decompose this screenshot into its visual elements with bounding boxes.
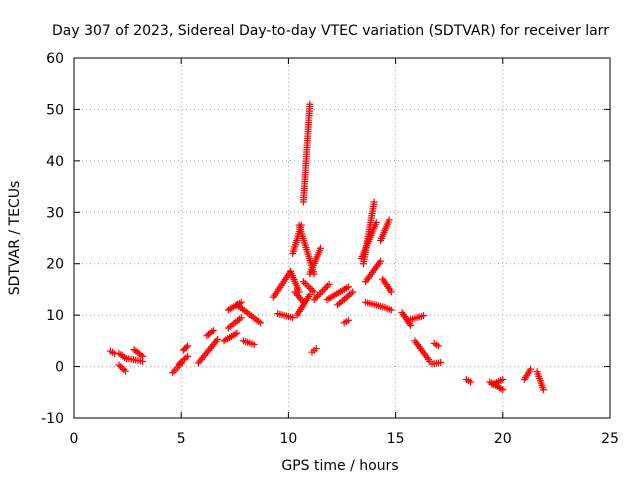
data-point bbox=[178, 357, 186, 365]
data-point bbox=[344, 316, 352, 324]
data-point bbox=[434, 342, 442, 350]
data-point bbox=[499, 386, 507, 394]
x-tick-label: 20 bbox=[494, 431, 512, 447]
data-point bbox=[370, 198, 378, 206]
data-point bbox=[325, 280, 333, 288]
data-point bbox=[237, 314, 245, 322]
data-point bbox=[184, 342, 192, 350]
data-point bbox=[349, 288, 357, 296]
data-point bbox=[499, 375, 507, 383]
data-point bbox=[310, 288, 318, 296]
data-point bbox=[303, 281, 311, 289]
data-point bbox=[137, 351, 145, 359]
data-point bbox=[387, 306, 395, 314]
data-point bbox=[323, 282, 331, 290]
y-tick-label: 10 bbox=[46, 308, 64, 324]
x-tick-label: 25 bbox=[601, 431, 619, 447]
y-tick-label: 0 bbox=[55, 360, 64, 376]
data-point bbox=[312, 345, 320, 353]
grid-lines bbox=[74, 58, 610, 418]
data-points bbox=[106, 100, 548, 394]
y-tick-label: 50 bbox=[46, 102, 64, 118]
data-point bbox=[299, 278, 307, 286]
data-point bbox=[437, 358, 445, 366]
data-point bbox=[315, 291, 323, 299]
data-point bbox=[184, 352, 192, 360]
data-point bbox=[527, 365, 535, 373]
y-tick-label: 20 bbox=[46, 257, 64, 273]
y-tick-label: -10 bbox=[41, 411, 64, 427]
data-point bbox=[377, 257, 385, 265]
y-axis-label: SDTVAR / TECUs bbox=[7, 181, 23, 296]
data-point bbox=[317, 244, 325, 252]
data-point bbox=[139, 352, 147, 360]
data-point bbox=[121, 367, 129, 375]
data-point bbox=[182, 354, 190, 362]
data-point bbox=[250, 340, 258, 348]
data-point bbox=[306, 100, 314, 108]
data-point bbox=[318, 287, 326, 295]
data-point bbox=[306, 291, 314, 299]
data-point bbox=[540, 386, 548, 394]
y-tick-label: 30 bbox=[46, 205, 64, 221]
data-point bbox=[387, 288, 395, 296]
x-tick-label: 5 bbox=[177, 431, 186, 447]
data-point bbox=[180, 355, 188, 363]
data-point bbox=[289, 314, 297, 322]
data-point bbox=[118, 364, 126, 372]
data-point bbox=[177, 358, 185, 366]
data-point bbox=[233, 329, 241, 337]
data-point bbox=[317, 289, 325, 297]
data-point bbox=[310, 296, 318, 304]
x-tick-label: 10 bbox=[279, 431, 297, 447]
data-point bbox=[320, 285, 328, 293]
data-point bbox=[182, 343, 190, 351]
chart-title: Day 307 of 2023, Sidereal Day-to-day VTE… bbox=[52, 23, 609, 39]
data-point bbox=[214, 335, 222, 343]
data-point bbox=[175, 360, 183, 368]
x-tick-label: 0 bbox=[70, 431, 79, 447]
y-tick-label: 40 bbox=[46, 154, 64, 170]
data-point bbox=[312, 294, 320, 302]
data-point bbox=[301, 279, 309, 287]
data-point bbox=[305, 283, 313, 291]
data-point bbox=[344, 283, 352, 291]
data-point bbox=[307, 285, 315, 293]
data-point bbox=[313, 292, 321, 300]
data-point bbox=[209, 327, 217, 335]
data-point bbox=[372, 219, 380, 227]
data-point bbox=[347, 289, 355, 297]
data-point bbox=[467, 378, 475, 386]
data-point bbox=[117, 363, 125, 371]
data-point bbox=[120, 366, 128, 374]
data-point bbox=[257, 319, 265, 327]
y-tick-label: 60 bbox=[46, 51, 64, 67]
data-point bbox=[322, 284, 330, 292]
data-point bbox=[385, 216, 393, 224]
data-point bbox=[419, 312, 427, 320]
axis-ticks: 0 5 10 15 20 25 -10 0 10 20 30 40 50 60 bbox=[41, 51, 619, 447]
data-point bbox=[208, 328, 216, 336]
x-axis-label: GPS time / hours bbox=[281, 458, 398, 474]
x-tick-label: 15 bbox=[387, 431, 405, 447]
plot-frame bbox=[73, 57, 611, 419]
data-point bbox=[115, 361, 123, 369]
data-point bbox=[237, 298, 245, 306]
